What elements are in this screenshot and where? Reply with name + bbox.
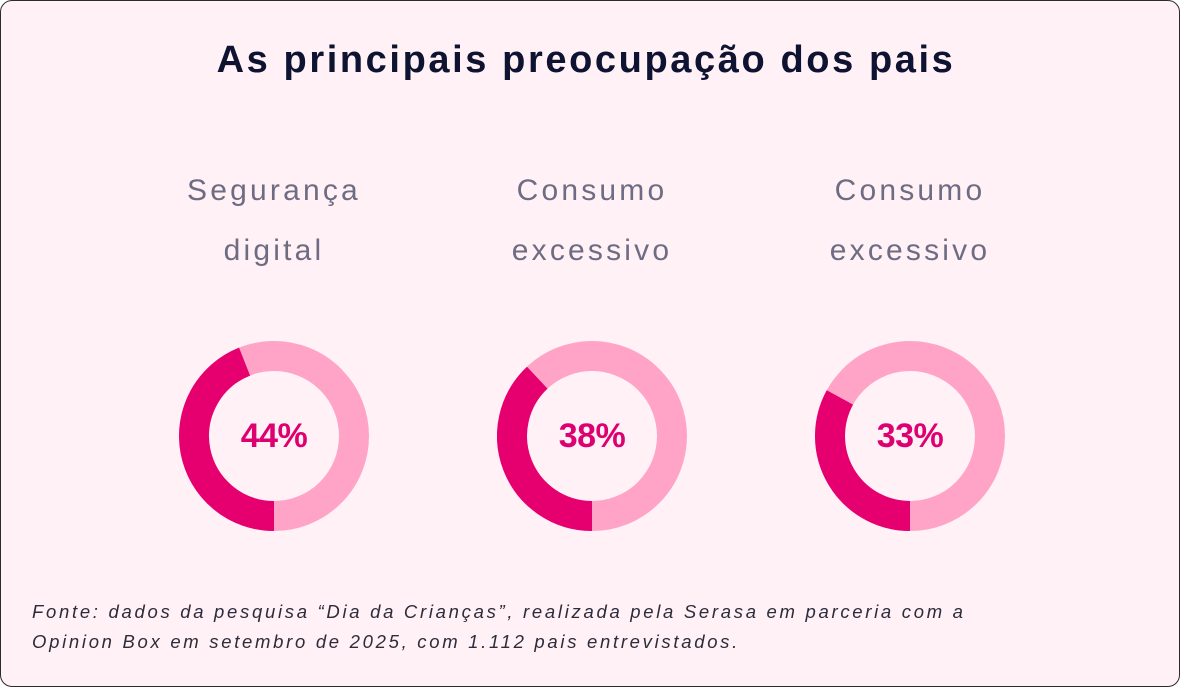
source-note: Fonte: dados da pesquisa “Dia da Criança… (32, 597, 1152, 657)
donut-label-3-line-1: Consumo (834, 174, 986, 207)
source-note-line-1: Fonte: dados da pesquisa “Dia da Criança… (32, 601, 966, 622)
donut-chart-1: 44% (179, 341, 369, 531)
donut-panel-3: Consumo excessivo 33% (780, 161, 1040, 531)
donut-chart-3: 33% (815, 341, 1005, 531)
donut-percent-3: 33% (876, 417, 944, 455)
donut-label-2-line-1: Consumo (516, 174, 668, 207)
donut-chart-2: 38% (497, 341, 687, 531)
donut-panel-1: Segurança digital 44% (144, 161, 404, 531)
donut-panel-2: Consumo excessivo 38% (462, 161, 722, 531)
source-note-line-2: Opinion Box em setembro de 2025, com 1.1… (32, 631, 740, 652)
donut-label-2-line-2: excessivo (511, 234, 673, 267)
donut-label-3-line-2: excessivo (829, 234, 991, 267)
donut-percent-2: 38% (558, 417, 626, 455)
page-title: As principais preocupação dos pais (216, 39, 956, 81)
donut-value-arc-1 (179, 347, 275, 531)
donut-value-arc-3 (815, 390, 911, 531)
donut-label-1-line-2: digital (223, 234, 325, 267)
donut-label-1-line-1: Segurança (187, 174, 361, 207)
donut-value-arc-2 (497, 366, 593, 531)
donut-percent-1: 44% (240, 417, 308, 455)
